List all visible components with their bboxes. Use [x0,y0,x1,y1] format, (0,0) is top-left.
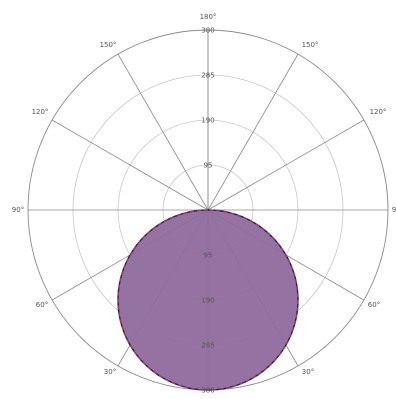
lobe-fill-0 [118,210,298,390]
radial-tick-top-95: 95 [204,162,213,170]
radial-tick-top-285: 285 [201,72,214,80]
spoke-r-120 [207,119,365,211]
angle-label-left-90: 90° [12,206,24,214]
spoke-l-150 [117,53,209,211]
intensity-lobes [117,209,299,391]
angle-label-right-90: 90° [392,206,396,214]
radial-tick-top-380: 380 [201,27,214,35]
angle-label-right-30: 30° [302,368,314,376]
angle-label-left-120: 120° [32,108,49,116]
radial-tick-bottom-380: 380 [201,387,214,395]
spoke-r-150 [207,53,299,211]
axis-labels: 95 95 190 190 285 285 380 380 180° 150° 120° 90° 60°… [12,13,396,395]
angle-label-right-120: 120° [370,108,387,116]
angle-label-right-60: 60° [368,301,380,309]
radial-tick-bottom-285: 285 [201,342,214,350]
radial-tick-bottom-190: 190 [201,297,214,305]
angle-label-left-180: 180° [200,13,217,21]
angle-label-left-30: 30° [104,368,116,376]
radial-tick-bottom-95: 95 [204,252,213,260]
angle-label-right-150: 150° [302,41,319,49]
radial-tick-top-190: 190 [201,117,214,125]
angle-label-left-150: 150° [100,41,117,49]
angle-label-left-60: 60° [36,301,48,309]
spoke-l-120 [51,119,209,211]
lobe-line-1 [117,209,299,391]
